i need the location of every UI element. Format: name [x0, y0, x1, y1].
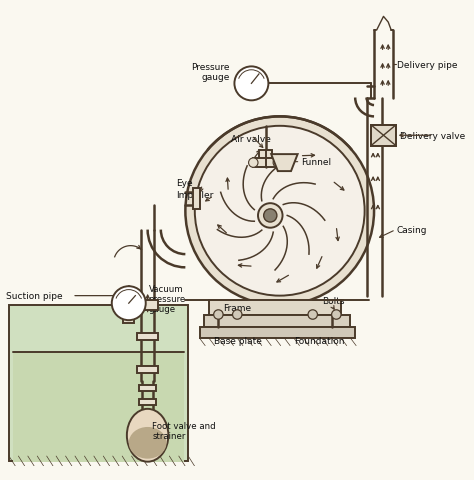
Bar	[139, 399, 156, 405]
Bar	[137, 367, 158, 373]
Circle shape	[258, 204, 283, 228]
Bar	[371, 126, 396, 146]
Bar	[371, 126, 396, 146]
Circle shape	[332, 310, 341, 320]
Text: Suction pipe: Suction pipe	[6, 291, 63, 300]
Ellipse shape	[127, 409, 168, 462]
Text: Air valve: Air valve	[231, 134, 271, 144]
Text: Impeller: Impeller	[176, 191, 213, 200]
Text: Frame: Frame	[223, 303, 251, 312]
Bar	[123, 318, 135, 324]
Polygon shape	[271, 155, 298, 172]
Text: Bolts: Bolts	[322, 297, 345, 305]
Ellipse shape	[129, 427, 166, 459]
Bar	[259, 151, 272, 168]
Text: Delivery pipe: Delivery pipe	[397, 61, 457, 70]
Bar	[137, 301, 158, 310]
Bar	[13, 352, 184, 462]
Text: Foot valve and
strainer: Foot valve and strainer	[152, 421, 216, 440]
Circle shape	[195, 127, 365, 296]
Text: Base plate: Base plate	[214, 336, 262, 346]
Text: Funnel: Funnel	[301, 158, 331, 167]
Circle shape	[248, 158, 258, 168]
Circle shape	[112, 287, 146, 321]
Text: Delivery valve: Delivery valve	[400, 132, 465, 141]
Bar	[193, 189, 201, 209]
Text: Eye: Eye	[176, 179, 192, 188]
Bar	[209, 301, 341, 315]
Bar	[9, 305, 188, 461]
Text: Foundation: Foundation	[294, 336, 344, 346]
Circle shape	[185, 117, 374, 305]
Bar	[139, 385, 156, 391]
Circle shape	[235, 67, 268, 101]
Text: Casing: Casing	[397, 226, 427, 235]
Circle shape	[233, 310, 242, 320]
Circle shape	[264, 209, 277, 223]
Text: Pressure
gauge: Pressure gauge	[191, 62, 230, 82]
Bar	[204, 315, 350, 327]
Bar	[253, 158, 278, 168]
Text: Vacuum
pressure
gauge: Vacuum pressure gauge	[148, 284, 186, 314]
Bar	[137, 334, 158, 340]
Bar	[200, 327, 355, 338]
Circle shape	[214, 310, 223, 320]
Circle shape	[308, 310, 318, 320]
Circle shape	[273, 158, 283, 168]
